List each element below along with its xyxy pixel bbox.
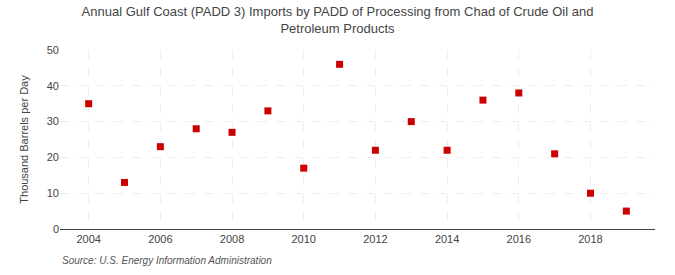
svg-text:2014: 2014 xyxy=(435,233,459,245)
svg-text:2006: 2006 xyxy=(148,233,172,245)
svg-text:40: 40 xyxy=(47,80,59,92)
svg-text:Source: U.S. Energy Informatio: Source: U.S. Energy Information Administ… xyxy=(62,255,272,266)
svg-text:30: 30 xyxy=(47,115,59,127)
svg-text:2004: 2004 xyxy=(76,233,100,245)
svg-text:2008: 2008 xyxy=(220,233,244,245)
svg-text:Annual Gulf Coast (PADD 3) Imp: Annual Gulf Coast (PADD 3) Imports by PA… xyxy=(82,4,594,36)
svg-text:0: 0 xyxy=(53,223,59,235)
svg-text:20: 20 xyxy=(47,151,59,163)
svg-text:2010: 2010 xyxy=(291,233,315,245)
svg-text:Thousand Barrels per Day: Thousand Barrels per Day xyxy=(18,75,30,204)
svg-text:2012: 2012 xyxy=(363,233,387,245)
svg-text:2018: 2018 xyxy=(578,233,602,245)
svg-text:50: 50 xyxy=(47,44,59,56)
svg-text:2016: 2016 xyxy=(507,233,531,245)
svg-text:10: 10 xyxy=(47,187,59,199)
